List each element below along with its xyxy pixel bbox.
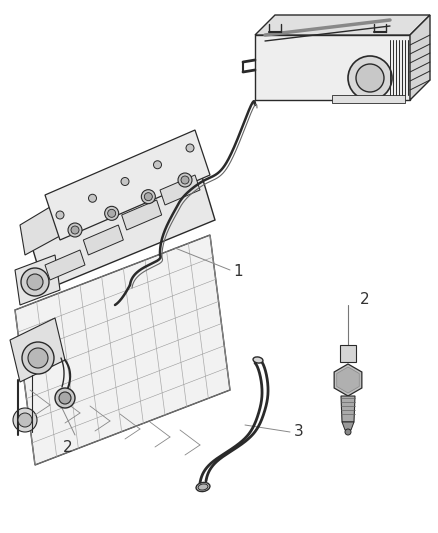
Circle shape (145, 192, 152, 200)
Polygon shape (340, 345, 356, 362)
Text: 1: 1 (233, 264, 243, 279)
Circle shape (121, 177, 129, 185)
Polygon shape (342, 422, 354, 430)
Circle shape (141, 190, 155, 204)
Ellipse shape (359, 69, 381, 87)
Ellipse shape (253, 357, 263, 363)
Text: 2: 2 (360, 293, 370, 308)
Polygon shape (15, 235, 230, 465)
Circle shape (68, 223, 82, 237)
Circle shape (108, 209, 116, 217)
Circle shape (105, 206, 119, 220)
Circle shape (88, 194, 96, 202)
Polygon shape (410, 15, 430, 100)
Circle shape (55, 388, 75, 408)
Polygon shape (258, 30, 428, 95)
Circle shape (27, 274, 43, 290)
Polygon shape (45, 130, 210, 240)
Circle shape (345, 429, 351, 435)
Polygon shape (160, 175, 200, 205)
Polygon shape (341, 396, 355, 422)
Polygon shape (255, 35, 410, 100)
Circle shape (181, 176, 189, 184)
Polygon shape (20, 165, 135, 255)
Text: 3: 3 (294, 424, 304, 440)
Polygon shape (30, 170, 215, 290)
Polygon shape (122, 200, 162, 230)
Circle shape (356, 64, 384, 92)
Polygon shape (83, 225, 124, 255)
Circle shape (28, 348, 48, 368)
Circle shape (21, 268, 49, 296)
Polygon shape (337, 367, 359, 393)
Polygon shape (15, 255, 60, 305)
Ellipse shape (196, 482, 210, 491)
Text: 2: 2 (63, 440, 73, 456)
Polygon shape (255, 15, 430, 35)
Circle shape (186, 144, 194, 152)
Circle shape (56, 211, 64, 219)
Circle shape (348, 56, 392, 100)
Ellipse shape (198, 484, 208, 490)
Polygon shape (45, 250, 85, 280)
Polygon shape (332, 95, 405, 103)
Circle shape (13, 408, 37, 432)
Circle shape (178, 173, 192, 187)
Polygon shape (10, 318, 65, 382)
Circle shape (71, 226, 79, 234)
Polygon shape (334, 364, 362, 396)
Circle shape (22, 342, 54, 374)
Circle shape (153, 161, 162, 169)
Circle shape (59, 392, 71, 404)
Circle shape (18, 413, 32, 427)
